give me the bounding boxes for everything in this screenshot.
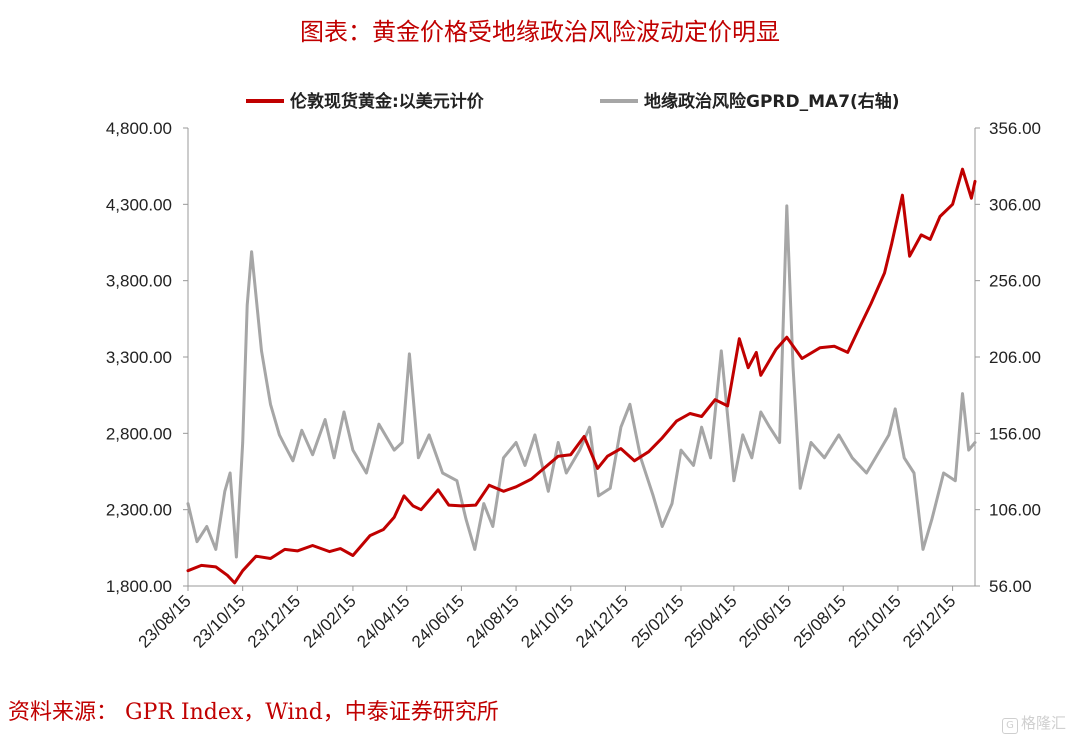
left-tick-label: 3,800.00 bbox=[106, 272, 172, 291]
x-tick-label: 25/12/15 bbox=[899, 591, 959, 651]
left-tick-label: 2,800.00 bbox=[106, 424, 172, 443]
right-tick-label: 356.00 bbox=[989, 119, 1041, 138]
x-tick-label: 23/08/15 bbox=[135, 591, 195, 651]
gold-price-line bbox=[186, 167, 977, 585]
x-tick-label: 25/10/15 bbox=[845, 591, 905, 651]
left-tick-label: 4,800.00 bbox=[106, 119, 172, 138]
x-tick-label: 25/06/15 bbox=[735, 591, 795, 651]
left-tick-label: 3,300.00 bbox=[106, 348, 172, 367]
x-tick-label: 25/04/15 bbox=[680, 591, 740, 651]
left-tick-label: 1,800.00 bbox=[106, 577, 172, 596]
x-tick-label: 25/02/15 bbox=[628, 591, 688, 651]
right-tick-label: 156.00 bbox=[989, 424, 1041, 443]
legend-group: 伦敦现货黄金:以美元计价 地缘政治风险GPRD_MA7(右轴) bbox=[246, 91, 900, 112]
right-tick-label: 306.00 bbox=[989, 195, 1041, 214]
x-tick-label: 23/12/15 bbox=[244, 591, 304, 651]
watermark-logo-icon: G bbox=[1001, 718, 1018, 734]
chart-title: 图表：黄金价格受地缘政治风险波动定价明显 bbox=[300, 18, 780, 46]
right-tick-label: 56.00 bbox=[989, 577, 1032, 596]
x-tick-label: 24/04/15 bbox=[353, 591, 413, 651]
x-tick-label: 24/06/15 bbox=[408, 591, 468, 651]
watermark-text: 格隆汇 bbox=[1020, 714, 1066, 732]
right-tick-label: 206.00 bbox=[989, 348, 1041, 367]
right-tick-label: 106.00 bbox=[989, 501, 1041, 520]
legend-gold-label: 伦敦现货黄金:以美元计价 bbox=[290, 91, 485, 112]
watermark: G 格隆汇 bbox=[1001, 712, 1066, 734]
x-tick-label: 24/02/15 bbox=[300, 591, 360, 651]
series-group bbox=[186, 167, 977, 585]
left-tick-label: 2,300.00 bbox=[106, 501, 172, 520]
x-tick-label: 24/12/15 bbox=[572, 591, 632, 651]
gpr-index-line bbox=[186, 204, 977, 559]
x-tick-label: 23/10/15 bbox=[189, 591, 249, 651]
x-tick-label: 25/08/15 bbox=[790, 591, 850, 651]
x-tick-label: 24/08/15 bbox=[463, 591, 523, 651]
source-note: 资料来源： GPR Index，Wind，中泰证券研究所 bbox=[8, 700, 499, 725]
x-tick-label: 24/10/15 bbox=[517, 591, 577, 651]
right-tick-label: 256.00 bbox=[989, 272, 1041, 291]
legend-gpr-label: 地缘政治风险GPRD_MA7(右轴) bbox=[644, 91, 900, 112]
left-tick-label: 4,300.00 bbox=[106, 195, 172, 214]
